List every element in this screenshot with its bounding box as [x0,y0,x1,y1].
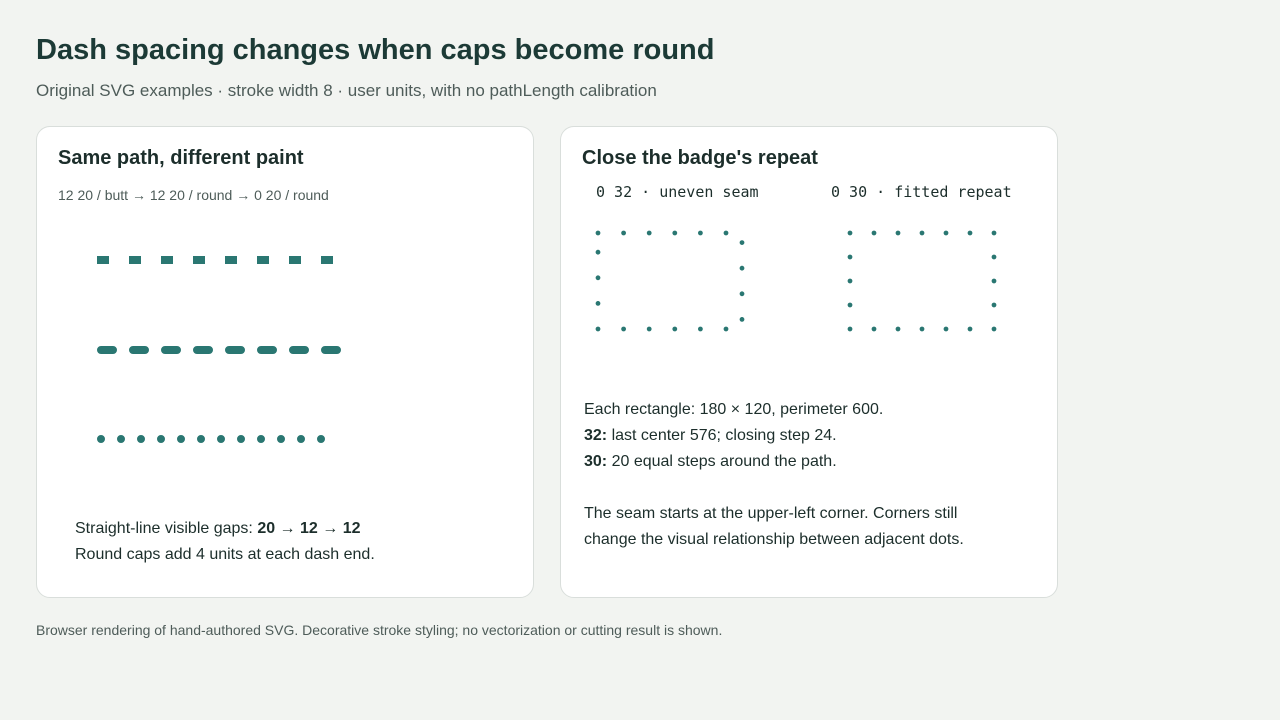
gap-note-line1: Straight-line visible gaps: 20 → 12 → 12 [75,516,375,542]
panel-title-right: Close the badge's repeat [582,147,818,169]
dash-caption: 12 20 / butt → 12 20 / round → 0 20 / ro… [58,187,329,203]
panel-same-path: Same path, different paint 12 20 / butt … [36,126,534,598]
dotted-rect-uneven [595,230,745,332]
perimeter-note-line2: 32: last center 576; closing step 24. [584,423,964,449]
key-30: 30: [584,453,608,470]
label-fitted-repeat: 0 30 · fitted repeat [831,183,1012,201]
perimeter-note-line3: 30: 20 equal steps around the path. [584,449,964,475]
perimeter-note: Each rectangle: 180 × 120, perimeter 600… [584,397,964,553]
label-uneven-seam: 0 32 · uneven seam [596,183,759,201]
gap-values: 20 → 12 → 12 [257,520,361,537]
note-30-text: 20 equal steps around the path. [607,453,837,470]
dotted-rect-fitted [847,230,997,332]
page-subtitle: Original SVG examples · stroke width 8 ·… [36,81,657,100]
page-title: Dash spacing changes when caps become ro… [36,34,715,66]
seam-note-line2: change the visual relationship between a… [584,531,964,548]
gap-note: Straight-line visible gaps: 20 → 12 → 12… [75,516,375,568]
perimeter-note-line1: Each rectangle: 180 × 120, perimeter 600… [584,401,884,418]
gap-note-prefix: Straight-line visible gaps: [75,520,258,537]
badge-rect-figure [595,230,997,332]
footer-note: Browser rendering of hand-authored SVG. … [36,622,723,638]
dash-lines-figure [97,256,341,443]
note-32-text: last center 576; closing step 24. [607,427,837,444]
key-32: 32: [584,427,608,444]
seam-note-line1: The seam starts at the upper-left corner… [584,505,958,522]
panel-title-left: Same path, different paint [58,147,304,169]
panel-badge-repeat: Close the badge's repeat 0 32 · uneven s… [560,126,1058,598]
gap-note-line2: Round caps add 4 units at each dash end. [75,546,375,563]
